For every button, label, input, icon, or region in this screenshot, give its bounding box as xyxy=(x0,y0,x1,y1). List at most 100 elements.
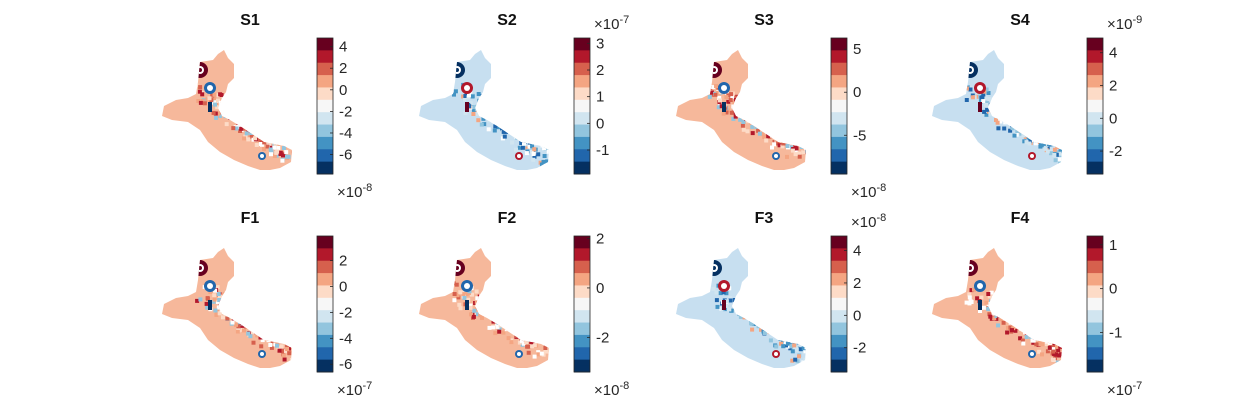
colorbar-segment xyxy=(574,87,590,95)
colorbar-segment xyxy=(1087,124,1103,132)
colorbar-segment xyxy=(831,75,847,82)
colorbar-segment xyxy=(317,273,333,280)
colorbar-segment xyxy=(317,124,333,132)
colorbar-segment xyxy=(317,254,333,262)
colorbar-segment xyxy=(317,310,333,317)
colorbar-segment xyxy=(317,304,333,311)
colorbar-segment xyxy=(1087,44,1103,51)
colorbar-segment xyxy=(574,359,590,367)
colorbar-segment xyxy=(317,81,333,88)
colorbar-segment xyxy=(317,56,333,64)
colorbar-tick-label: 1 xyxy=(1109,237,1117,254)
colorbar-segment xyxy=(574,266,590,274)
panel-s3: S3 5 0 -5 ×10-8 xyxy=(674,12,934,202)
colorbar-segment xyxy=(831,347,847,354)
colorbar-segment xyxy=(831,167,847,175)
colorbar-segment xyxy=(1087,56,1103,64)
colorbar-segment xyxy=(317,155,333,163)
colorbar-segment xyxy=(1087,155,1103,163)
colorbar-segment xyxy=(831,334,847,342)
colorbar-tick-label: 2 xyxy=(596,230,604,247)
colorbar-segment xyxy=(317,260,333,268)
panel-title: F4 xyxy=(1010,210,1030,227)
colorbar-segment xyxy=(574,316,590,324)
colorbar: 2 0 -2 -4 -6 xyxy=(316,235,352,373)
colorbar-segment xyxy=(831,242,847,249)
colorbar-segment xyxy=(831,87,847,95)
colorbar-segment xyxy=(1087,81,1103,88)
colorbar-segment xyxy=(831,143,847,150)
colorbar-segment xyxy=(1087,304,1103,311)
colorbar-segment xyxy=(317,248,333,256)
colorbar-segment xyxy=(574,297,590,305)
colorbar-segment xyxy=(831,291,847,299)
colorbar-segment xyxy=(1087,334,1103,342)
colorbar-segment xyxy=(574,273,590,280)
colorbar-segment xyxy=(574,347,590,354)
colorbar-segment xyxy=(317,112,333,119)
colorbar-segment xyxy=(574,167,590,175)
panel-title: F1 xyxy=(240,210,260,227)
colorbar-segment xyxy=(1087,322,1103,330)
colorbar-segment xyxy=(574,285,590,293)
colorbar-segment xyxy=(317,365,333,373)
colorbar-segment xyxy=(1087,68,1103,76)
panel-title: F2 xyxy=(497,210,517,227)
colorbar: 4 2 0 -2 xyxy=(830,235,866,373)
colorbar-segment xyxy=(1087,328,1103,336)
colorbar-segment xyxy=(831,38,847,45)
exponent-power: -9 xyxy=(1132,14,1143,26)
colorbar-segment xyxy=(1087,136,1103,144)
exponent-power: -8 xyxy=(876,182,887,194)
exponent-power: -7 xyxy=(1132,380,1143,392)
panel-title: S4 xyxy=(1010,12,1030,29)
colorbar-segment xyxy=(574,50,590,58)
panel-f2: F2 2 0 -2 ×10-8 xyxy=(417,210,677,400)
exponent-power: -7 xyxy=(362,380,373,392)
colorbar-segment xyxy=(831,99,847,107)
colorbar-segment xyxy=(317,297,333,305)
colorbar-tick-label: 2 xyxy=(853,275,861,292)
colorbar-segment xyxy=(1087,297,1103,305)
colorbar-segment xyxy=(574,93,590,101)
colorbar-segment xyxy=(831,316,847,324)
panel-s1: S1 4 2 0 -2 -4 -6 ×10-8 xyxy=(160,12,420,202)
colorbar-segment xyxy=(1087,347,1103,354)
colorbar-tick-label: -1 xyxy=(1109,325,1122,342)
colorbar-tick-label: 0 xyxy=(853,84,861,101)
colorbar-segment xyxy=(574,310,590,317)
colorbar-exponent: ×10-8 xyxy=(337,182,372,201)
panel-f3: F3 4 2 0 -2 ×10-8 xyxy=(674,210,934,400)
exponent-power: -8 xyxy=(619,380,630,392)
field-map xyxy=(676,248,806,368)
colorbar-segment xyxy=(831,62,847,70)
colorbar-tick-label: -2 xyxy=(596,329,609,346)
colorbar-segment xyxy=(317,68,333,76)
colorbar-segment xyxy=(1087,310,1103,317)
colorbar-exponent: ×10-9 xyxy=(1107,14,1142,33)
colorbar-segment xyxy=(831,124,847,132)
exponent-base: ×10 xyxy=(851,184,877,201)
panel-s4: S4 4 2 0 -2 ×10-9 xyxy=(930,12,1190,202)
colorbar-tick-label: 0 xyxy=(339,82,347,99)
colorbar-segment xyxy=(1087,143,1103,150)
colorbar-segment xyxy=(317,353,333,361)
colorbar-segment xyxy=(831,136,847,144)
colorbar-segment xyxy=(317,341,333,348)
colorbar-segment xyxy=(574,353,590,361)
colorbar-tick-label: -5 xyxy=(853,127,866,144)
colorbar-segment xyxy=(1087,112,1103,119)
colorbar-tick-label: 0 xyxy=(853,307,861,324)
colorbar-segment xyxy=(317,99,333,107)
colorbar-tick-label: -2 xyxy=(339,103,352,120)
colorbar-tick-label: -4 xyxy=(339,125,352,142)
colorbar-segment xyxy=(1087,87,1103,95)
colorbar-segment xyxy=(317,143,333,150)
exponent-power: -8 xyxy=(876,212,887,224)
colorbar-segment xyxy=(317,359,333,367)
colorbar-tick-label: 4 xyxy=(339,39,347,56)
panel-title: F3 xyxy=(754,210,774,227)
colorbar-segment xyxy=(831,310,847,317)
colorbar-tick-label: -6 xyxy=(339,147,352,164)
colorbar-segment xyxy=(831,56,847,64)
